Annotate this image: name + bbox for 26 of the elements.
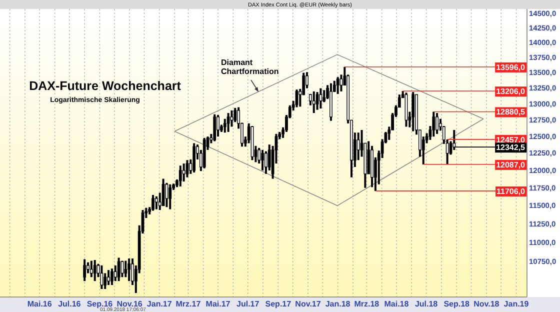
- x-tick-label: Nov.18: [474, 300, 500, 309]
- ref-line-label: 13206,0: [496, 87, 526, 96]
- x-tick-label: Nov.17: [295, 300, 322, 309]
- ref-line-label: 12880,5: [496, 108, 526, 117]
- x-tick-label: Jan.19: [504, 300, 530, 309]
- ref-line-label: 11706,0: [496, 186, 526, 196]
- x-tick-label: Mai.16: [27, 300, 52, 309]
- x-tick-label: Sep.18: [444, 300, 470, 309]
- x-tick-label: Jul.18: [414, 300, 438, 309]
- ref-line-label: 12457,0: [496, 135, 526, 144]
- x-tick-label: Mrz.17: [176, 300, 202, 309]
- x-tick-label: Jul.16: [58, 300, 82, 309]
- ref-line-label: 12087,0: [496, 160, 526, 170]
- x-tick-label: Sep.16: [86, 300, 114, 309]
- text: DAX-Future Wochenchart: [29, 79, 182, 93]
- x-tick-label: Mai.18: [384, 300, 410, 309]
- ref-line-label: 13596,0: [496, 62, 526, 72]
- annotation: Diamant Chartformation: [221, 58, 279, 76]
- x-tick-label: Jan.17: [146, 300, 172, 309]
- ref-line-label: 12342,5: [496, 143, 526, 152]
- x-tick-label: Jan.18: [325, 300, 351, 309]
- x-tick-label: Mai.17: [206, 300, 231, 309]
- x-tick-label: Nov.16: [116, 300, 143, 309]
- x-tick-label: Jul.17: [236, 300, 260, 309]
- x-tick-label: Sep.17: [265, 300, 292, 309]
- x-tick-label: Mrz.18: [354, 300, 380, 309]
